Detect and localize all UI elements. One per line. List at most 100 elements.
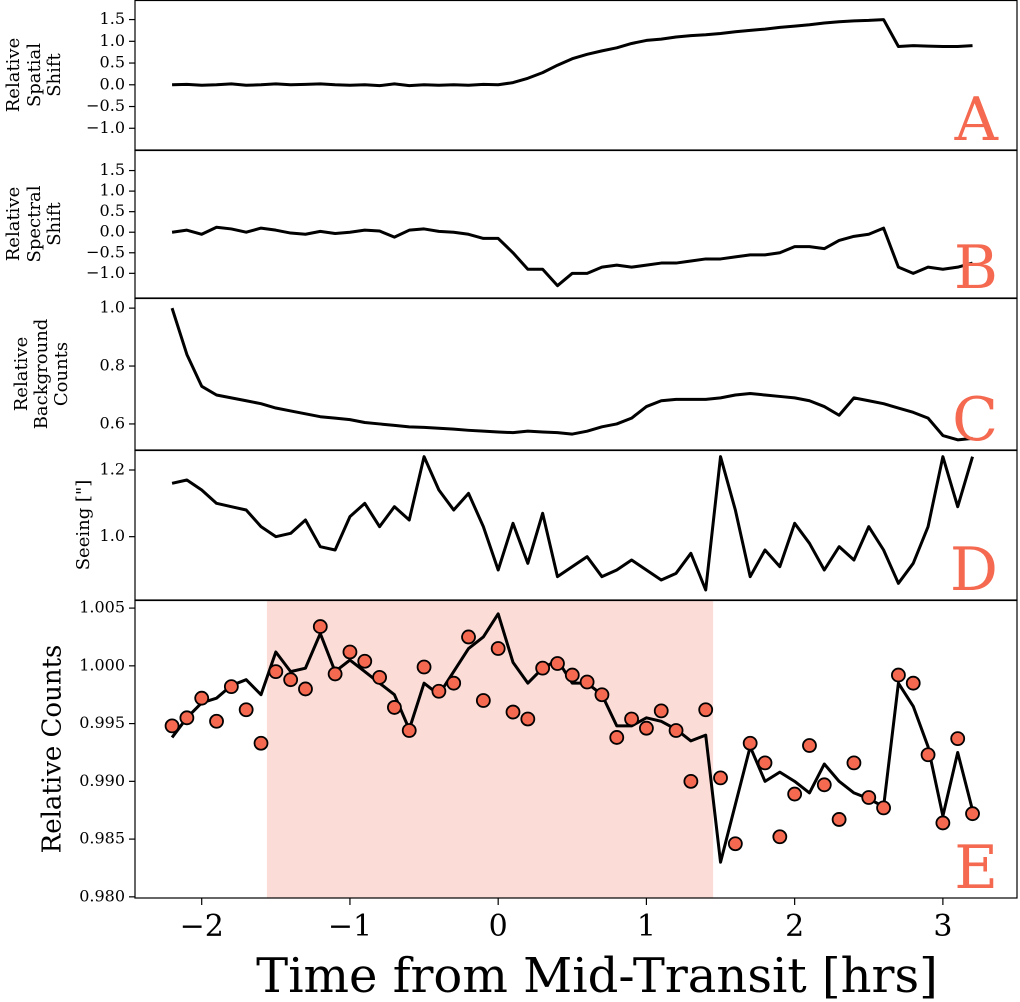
- data-point: [609, 730, 625, 745]
- data-point: [461, 629, 476, 645]
- data-point: [372, 669, 387, 685]
- data-point: [357, 653, 373, 669]
- y-tick-label: 1.0: [100, 181, 125, 200]
- data-point: [816, 777, 832, 793]
- panel-frame: [134, 599, 1018, 899]
- y-tick-label: 1.5: [100, 9, 125, 28]
- y-tick-label: 0.0: [100, 74, 125, 93]
- y-axis-label: Shift: [44, 201, 65, 245]
- data-point: [268, 664, 284, 680]
- data-point: [179, 710, 195, 726]
- panel-letter: D: [950, 535, 998, 605]
- data-point: [846, 755, 862, 771]
- data-point: [891, 667, 906, 683]
- y-axis-label: Relative: [3, 38, 24, 113]
- data-point: [475, 693, 491, 708]
- y-tick-label: −0.5: [86, 242, 125, 261]
- line-series: [172, 18, 973, 88]
- shaded-region: [266, 600, 714, 898]
- y-axis-label: Counts: [51, 342, 72, 406]
- y-tick-label: 1.0: [100, 31, 125, 50]
- data-point: [713, 770, 728, 786]
- y-tick-label: 0.985: [79, 829, 125, 848]
- data-point: [639, 720, 654, 736]
- y-tick-label: 0.0: [100, 222, 125, 241]
- data-point: [861, 790, 877, 805]
- y-axis-label: Relative: [3, 187, 24, 262]
- data-point: [772, 829, 788, 845]
- data-point: [446, 675, 462, 691]
- x-tick-label: −2: [180, 909, 224, 944]
- data-point: [757, 755, 773, 771]
- data-point: [283, 672, 299, 688]
- data-point: [683, 773, 699, 789]
- y-tick-label: 1.0: [100, 526, 125, 545]
- y-axis-label: Relative Counts: [37, 645, 67, 854]
- y-tick-label: 0.8: [100, 356, 125, 375]
- y-tick-label: 0.5: [100, 201, 125, 220]
- data-point: [327, 666, 343, 682]
- data-point: [935, 815, 951, 831]
- panel-letter: A: [954, 85, 999, 155]
- panel-letter: C: [952, 385, 998, 455]
- y-tick-label: 0.990: [79, 771, 125, 790]
- x-tick-label: 2: [785, 909, 804, 944]
- y-tick-label: 1.5: [100, 160, 125, 179]
- y-axis-label: Background: [31, 319, 52, 430]
- panel-frame: [134, 449, 1018, 601]
- data-point: [742, 735, 758, 751]
- panel-letter: B: [954, 233, 998, 303]
- data-point: [342, 644, 358, 660]
- data-point: [194, 690, 210, 706]
- panel-frame: [134, 297, 1018, 451]
- data-point: [802, 738, 817, 753]
- data-point: [505, 704, 521, 720]
- data-point: [653, 703, 669, 719]
- panel-letter: E: [954, 833, 998, 903]
- data-point: [727, 836, 743, 852]
- data-point: [298, 681, 313, 697]
- data-point: [253, 735, 269, 751]
- y-tick-label: −1.0: [86, 118, 125, 137]
- data-point: [223, 679, 239, 695]
- data-point: [950, 731, 966, 747]
- data-point: [624, 711, 639, 727]
- data-point: [209, 713, 224, 729]
- y-tick-label: −0.5: [86, 96, 125, 115]
- y-tick-label: 1.005: [79, 598, 125, 617]
- data-point: [535, 660, 551, 676]
- data-point: [431, 683, 447, 699]
- line-series: [170, 307, 973, 442]
- data-point: [668, 723, 684, 738]
- data-point: [965, 806, 980, 822]
- data-point: [416, 659, 432, 675]
- y-tick-label: 0.995: [79, 713, 125, 732]
- data-point: [787, 786, 803, 802]
- data-point: [312, 619, 328, 634]
- y-axis-label: Relative: [11, 337, 32, 412]
- y-tick-label: 0.5: [100, 53, 125, 72]
- data-point: [401, 723, 417, 738]
- line-series: [171, 225, 973, 288]
- data-point: [920, 747, 936, 763]
- data-point: [550, 656, 565, 671]
- y-tick-label: 1.0: [100, 298, 125, 317]
- data-point: [831, 812, 847, 827]
- data-point: [905, 675, 921, 691]
- y-axis-label: Shift: [44, 52, 65, 96]
- y-tick-label: −1.0: [86, 263, 125, 282]
- data-point: [387, 700, 402, 715]
- line-series: [171, 455, 974, 592]
- y-tick-label: 1.2: [100, 460, 125, 479]
- x-tick-label: −1: [328, 909, 372, 944]
- y-axis-label: Spectral: [24, 185, 45, 262]
- y-axis-label: Spatial: [24, 43, 45, 107]
- data-point: [579, 674, 595, 690]
- data-point: [564, 667, 580, 683]
- line-series: [170, 612, 974, 864]
- x-tick-label: 0: [489, 909, 508, 944]
- data-point: [490, 641, 506, 656]
- y-axis-label: Seeing ["]: [73, 480, 94, 571]
- y-tick-label: 1.000: [79, 655, 125, 674]
